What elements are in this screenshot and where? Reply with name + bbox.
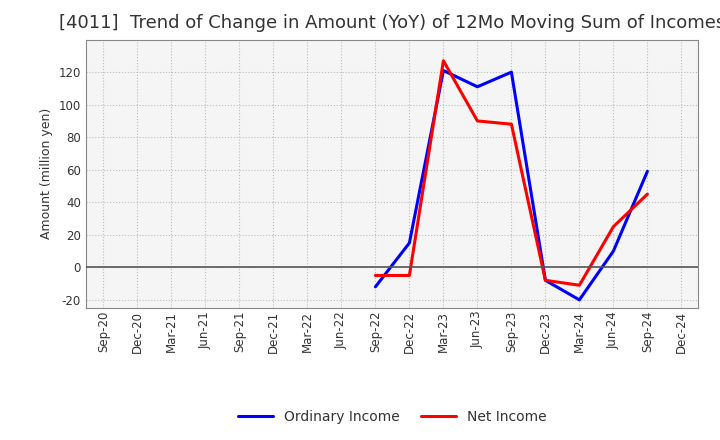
Net Income (643, 191, 652, 197)
Ordinary Income (609, 249, 618, 254)
Net Income (473, 118, 482, 124)
Ordinary Income (541, 278, 550, 283)
Ordinary Income (371, 284, 379, 290)
Y-axis label: Amount (million yen): Amount (million yen) (40, 108, 53, 239)
Ordinary Income (473, 84, 482, 89)
Title: [4011]  Trend of Change in Amount (YoY) of 12Mo Moving Sum of Incomes: [4011] Trend of Change in Amount (YoY) o… (59, 15, 720, 33)
Net Income (507, 121, 516, 127)
Ordinary Income (643, 169, 652, 174)
Line: Ordinary Income: Ordinary Income (375, 70, 647, 300)
Net Income (541, 278, 550, 283)
Ordinary Income (575, 297, 584, 303)
Net Income (405, 273, 414, 278)
Net Income (609, 224, 618, 229)
Legend: Ordinary Income, Net Income: Ordinary Income, Net Income (233, 405, 552, 430)
Net Income (575, 282, 584, 288)
Ordinary Income (439, 68, 448, 73)
Line: Net Income: Net Income (375, 61, 647, 285)
Ordinary Income (507, 70, 516, 75)
Net Income (439, 58, 448, 63)
Net Income (371, 273, 379, 278)
Ordinary Income (405, 240, 414, 246)
